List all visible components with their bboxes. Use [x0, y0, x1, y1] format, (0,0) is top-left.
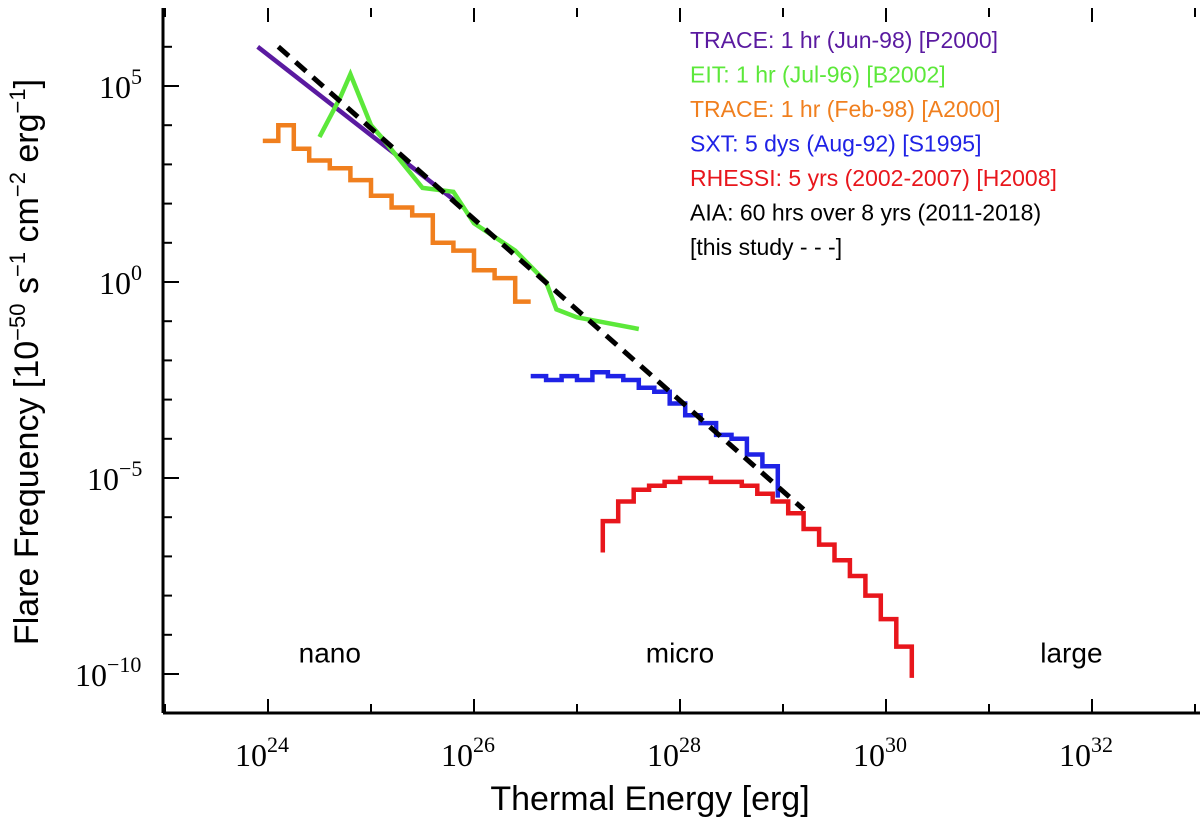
legend-entry: EIT: 1 hr (Jul-96) [B2002] [690, 62, 946, 88]
y-tick-label: 100 [99, 260, 142, 301]
region-label: large [1040, 637, 1102, 668]
y-label-post: ] [8, 79, 46, 88]
legend-entry: AIA: 60 hrs over 8 yrs (2011-2018) [690, 200, 1041, 226]
legend: TRACE: 1 hr (Jun-98) [P2000] EIT: 1 hr (J… [690, 27, 1057, 260]
y-label-exp4: −1 [5, 88, 30, 113]
region-label: nano [299, 637, 361, 668]
x-tick-label: 1032 [1059, 732, 1113, 773]
y-label-mid2: cm [8, 197, 46, 252]
plot-frame [161, 8, 1200, 715]
y-label-mid3: erg [8, 113, 46, 172]
legend-entry: RHESSI: 5 yrs (2002-2007) [H2008] [690, 165, 1057, 191]
y-ticks: 105 100 10−5 10−10 [75, 45, 179, 693]
series-line [256, 45, 466, 210]
legend-entry: TRACE: 1 hr (Jun-98) [P2000] [690, 27, 998, 53]
y-label-exp3: −2 [5, 172, 30, 197]
region-label: micro [646, 637, 714, 668]
y-label-exp1: −50 [5, 303, 30, 340]
y-label-mid1: s [8, 277, 46, 303]
y-tick-label: 10−5 [87, 456, 142, 497]
x-tick-label: 1024 [235, 732, 289, 773]
legend-entry: SXT: 5 dys (Aug-92) [S1995] [690, 131, 982, 157]
series-line [317, 68, 640, 332]
y-tick-label: 10−10 [75, 652, 141, 693]
y-label-exp2: −1 [5, 252, 30, 277]
x-tick-label: 1030 [853, 732, 907, 773]
series-layer [256, 44, 915, 678]
y-tick-label: 105 [99, 64, 142, 105]
x-tick-label: 1026 [441, 732, 495, 773]
series-line [600, 475, 915, 678]
series-line [262, 122, 531, 304]
legend-entry: [this study - - -] [690, 234, 842, 260]
x-tick-label: 1028 [647, 732, 701, 773]
region-labels: nano micro large [299, 637, 1103, 668]
x-ticks: 1024 1026 1028 1030 1032 [164, 8, 1196, 773]
x-axis-label: Thermal Energy [erg] [490, 780, 809, 818]
series-line [530, 369, 781, 498]
legend-entry: TRACE: 1 hr (Feb-98) [A2000] [690, 96, 1001, 122]
y-axis-label: Flare Frequency [10−50 s−1 cm−2 erg−1] [5, 79, 46, 645]
y-label-pre: Flare Frequency [10 [8, 341, 46, 645]
series-line [276, 44, 806, 512]
